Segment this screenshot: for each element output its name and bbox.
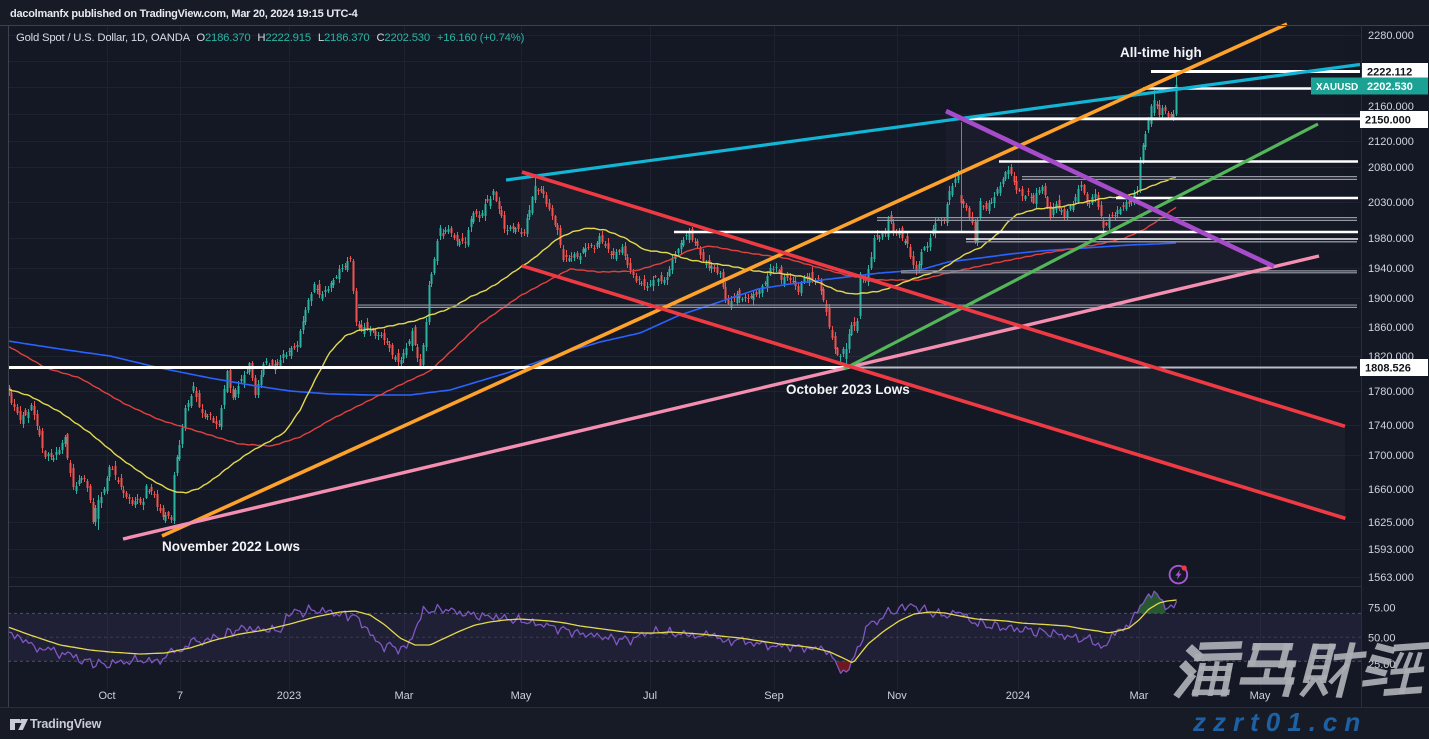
svg-text:1700.000: 1700.000 <box>1368 450 1414 462</box>
svg-text:75.00: 75.00 <box>1368 603 1396 615</box>
svg-text:2150.000: 2150.000 <box>1365 115 1411 127</box>
svg-text:2160.000: 2160.000 <box>1368 101 1414 113</box>
svg-text:May: May <box>511 690 532 702</box>
svg-text:1980.000: 1980.000 <box>1368 233 1414 245</box>
svg-text:dacolmanfx published on Tradin: dacolmanfx published on TradingView.com,… <box>10 8 359 20</box>
svg-text:1593.000: 1593.000 <box>1368 544 1414 556</box>
svg-text:1625.000: 1625.000 <box>1368 517 1414 529</box>
svg-text:1900.000: 1900.000 <box>1368 293 1414 305</box>
svg-text:2030.000: 2030.000 <box>1368 197 1414 209</box>
svg-text:Jul: Jul <box>643 690 657 702</box>
svg-text:zzrt01.cn: zzrt01.cn <box>1192 707 1367 737</box>
svg-text:TradingView: TradingView <box>30 717 102 731</box>
svg-text:2202.530: 2202.530 <box>1367 81 1413 93</box>
svg-text:All-time high: All-time high <box>1120 45 1202 60</box>
svg-text:2024: 2024 <box>1006 690 1030 702</box>
svg-text:1563.000: 1563.000 <box>1368 572 1414 584</box>
svg-text:2023: 2023 <box>277 690 301 702</box>
svg-text:November 2022 Lows: November 2022 Lows <box>162 539 300 554</box>
svg-text:Mar: Mar <box>1130 690 1149 702</box>
svg-text:Nov: Nov <box>887 690 907 702</box>
svg-text:May: May <box>1250 690 1271 702</box>
svg-text:2222.112: 2222.112 <box>1367 67 1412 79</box>
svg-text:Mar: Mar <box>395 690 414 702</box>
svg-text:XAUUSD: XAUUSD <box>1316 82 1358 93</box>
svg-text:Gold Spot / U.S. Dollar, 1D, O: Gold Spot / U.S. Dollar, 1D, OANDA O2186… <box>16 32 525 44</box>
svg-text:1808.526: 1808.526 <box>1365 363 1411 375</box>
svg-text:1740.000: 1740.000 <box>1368 420 1414 432</box>
svg-text:Sep: Sep <box>764 690 784 702</box>
svg-text:1860.000: 1860.000 <box>1368 322 1414 334</box>
svg-text:1780.000: 1780.000 <box>1368 386 1414 398</box>
svg-text:2120.000: 2120.000 <box>1368 136 1414 148</box>
svg-text:7: 7 <box>177 690 183 702</box>
svg-text:1660.000: 1660.000 <box>1368 484 1414 496</box>
svg-text:2280.000: 2280.000 <box>1368 30 1414 42</box>
svg-text:2080.000: 2080.000 <box>1368 162 1414 174</box>
svg-text:50.00: 50.00 <box>1368 632 1396 644</box>
svg-text:1940.000: 1940.000 <box>1368 263 1414 275</box>
svg-text:Oct: Oct <box>98 690 115 702</box>
svg-text:October 2023 Lows: October 2023 Lows <box>786 382 910 397</box>
